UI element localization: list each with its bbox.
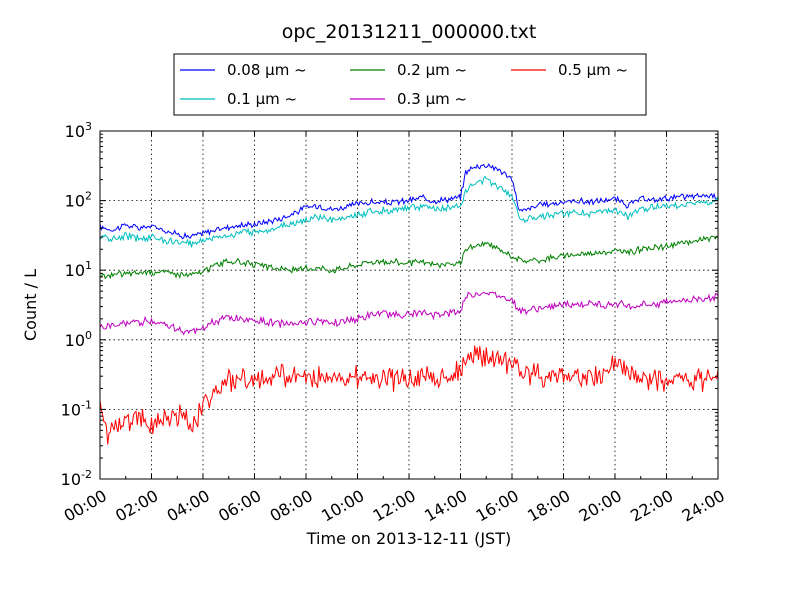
series-line-4 <box>99 345 719 445</box>
y-tick-exponent: 1 <box>85 259 92 272</box>
y-tick-label: 103 <box>65 120 92 141</box>
y-tick-label: 10-1 <box>61 398 92 419</box>
y-tick-base: 10 <box>61 470 81 489</box>
y-tick-base: 10 <box>65 192 85 211</box>
legend-label-2: 0.2 μm ~ <box>397 61 467 79</box>
legend-label-1: 0.1 μm ~ <box>227 90 297 108</box>
y-tick-label: 100 <box>65 329 92 350</box>
series-line-2 <box>99 235 719 280</box>
y-tick-exponent: 3 <box>85 120 92 133</box>
y-tick-exponent: 0 <box>85 329 92 342</box>
series-layer <box>99 163 719 445</box>
x-axis-title: Time on 2013-12-11 (JST) <box>306 529 511 548</box>
legend: 0.08 μm ~ 0.1 μm ~ 0.2 μm ~ 0.3 μm ~ 0.5 μm … <box>173 53 647 116</box>
y-tick-exponent: 2 <box>85 190 92 203</box>
y-tick-exponent: -2 <box>81 468 92 481</box>
legend-label-4: 0.5 μm ~ <box>558 61 628 79</box>
legend-label-3: 0.3 μm ~ <box>397 90 467 108</box>
y-tick-base: 10 <box>61 400 81 419</box>
legend-box <box>173 53 647 116</box>
y-tick-base: 10 <box>65 122 85 141</box>
y-tick-label: 10-2 <box>61 468 92 489</box>
legend-label-0: 0.08 μm ~ <box>227 61 307 79</box>
y-tick-label: 102 <box>65 190 92 211</box>
y-axis-title: Count / L <box>21 269 40 341</box>
chart-title: opc_20131211_000000.txt <box>282 21 537 43</box>
series-line-3 <box>99 291 719 336</box>
y-tick-exponent: -1 <box>81 398 92 411</box>
series-line-0 <box>99 163 719 240</box>
tick-layer <box>99 130 719 480</box>
y-tick-base: 10 <box>65 331 85 350</box>
legend-entries: 0.08 μm ~ 0.1 μm ~ 0.2 μm ~ 0.3 μm ~ 0.5 μm … <box>180 61 628 108</box>
y-tick-label: 101 <box>65 259 92 280</box>
series-line-1 <box>99 175 719 248</box>
y-tick-base: 10 <box>65 261 85 280</box>
